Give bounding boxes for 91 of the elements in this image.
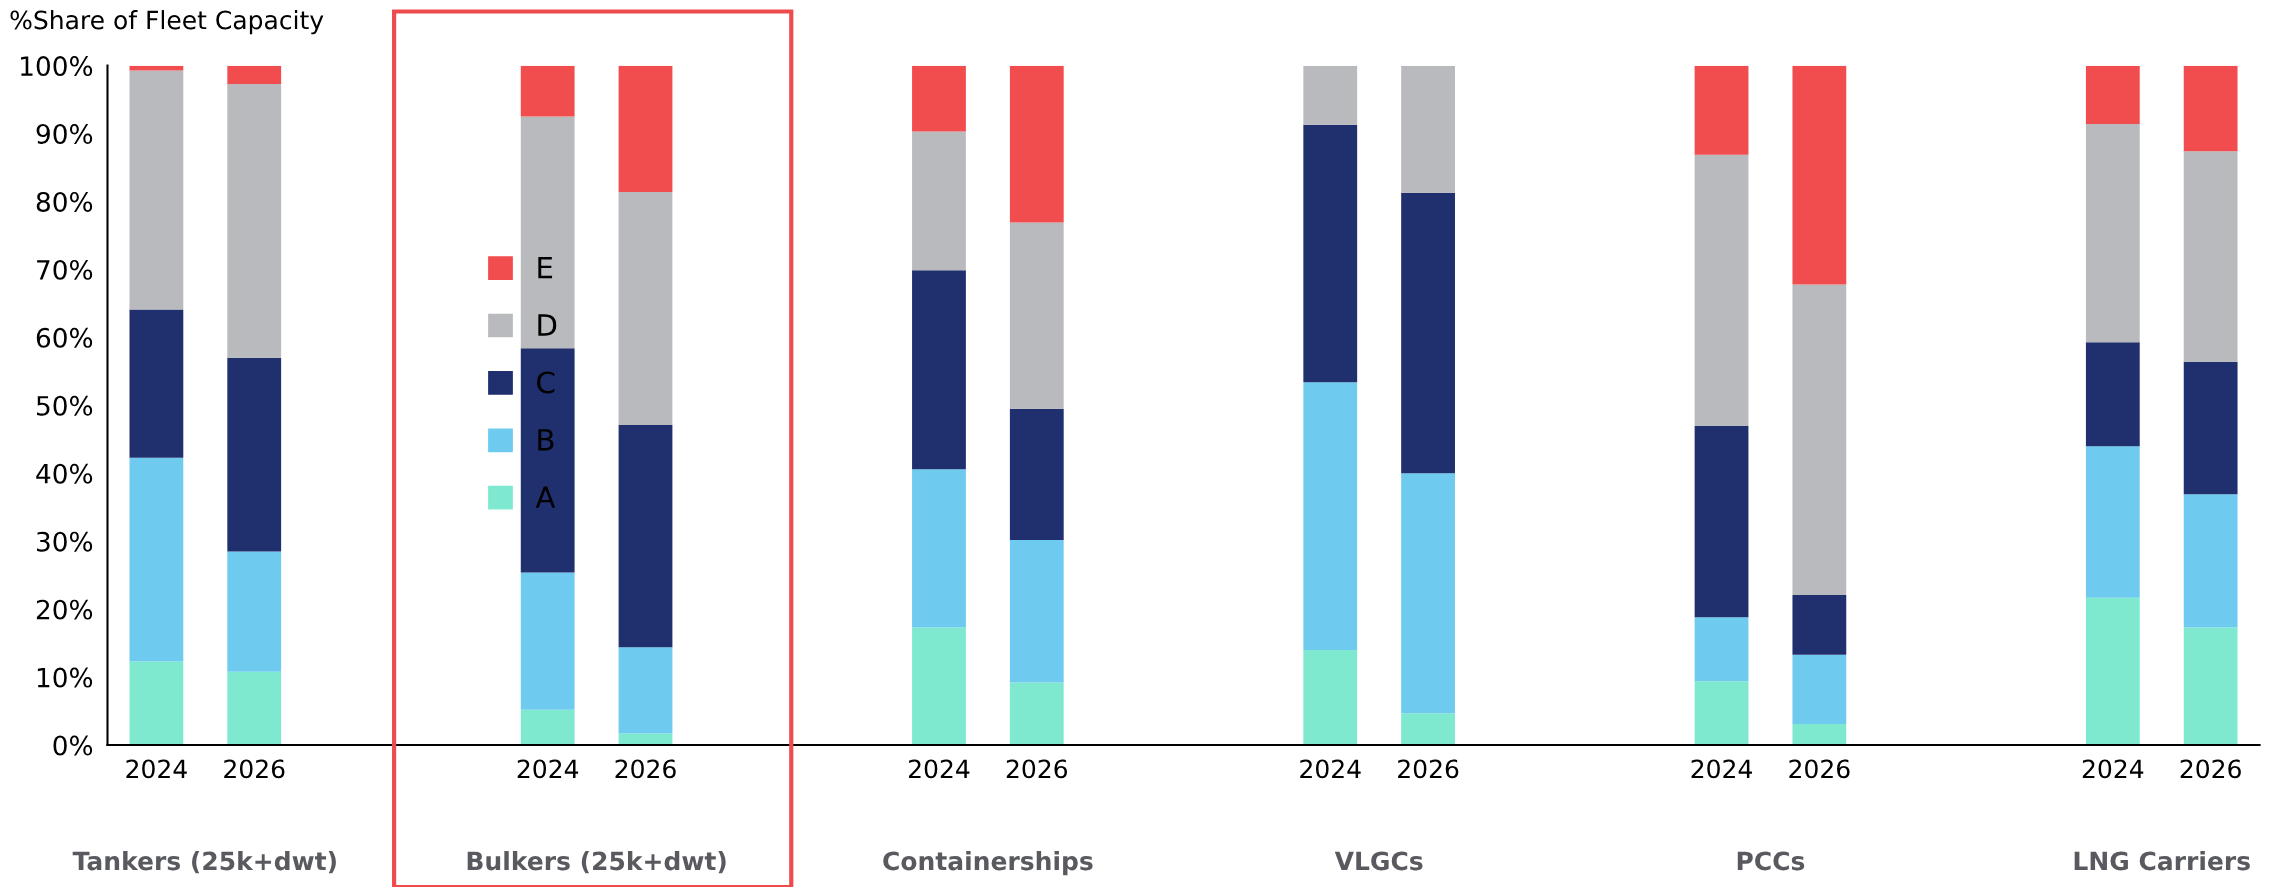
bar — [129, 661, 184, 746]
y-tick-label: 20% — [36, 599, 93, 620]
y-tick-label: 0% — [53, 735, 93, 756]
bar — [2085, 124, 2140, 343]
bar — [1792, 65, 1847, 285]
legend-label: C — [537, 371, 555, 394]
y-tick-label: 30% — [36, 531, 93, 552]
bar — [912, 469, 966, 628]
bar — [1303, 124, 1358, 383]
bar — [520, 572, 575, 710]
bar — [129, 309, 184, 458]
bar — [1009, 65, 1064, 223]
bar — [1303, 382, 1358, 650]
x-tick-label: 2026 — [2180, 759, 2241, 779]
bar — [1303, 65, 1358, 125]
bar — [1694, 617, 1749, 682]
bar — [227, 65, 282, 84]
bar — [2183, 151, 2238, 362]
y-tick-label: 10% — [37, 667, 93, 688]
bar — [1792, 654, 1847, 725]
bar — [227, 83, 282, 358]
bar — [2085, 446, 2140, 598]
bar — [2183, 627, 2238, 746]
bar — [129, 457, 184, 662]
bar — [1694, 154, 1749, 426]
bar — [1009, 408, 1064, 540]
x-tick-label: 2026 — [1789, 759, 1850, 779]
bar — [520, 348, 575, 573]
bar — [227, 357, 282, 552]
x-tick-label: 2024 — [517, 759, 579, 779]
bar — [618, 425, 673, 648]
bar — [2183, 494, 2238, 628]
y-tick-label: 100% — [21, 56, 93, 77]
legend-label: A — [535, 486, 556, 508]
x-tick-label: 2026 — [1398, 759, 1459, 779]
bar — [2085, 597, 2140, 746]
bar — [1401, 65, 1455, 193]
bar — [1401, 713, 1455, 746]
bar — [912, 627, 966, 746]
legend-label: E — [538, 256, 553, 279]
bar — [912, 131, 966, 271]
bar — [129, 70, 184, 310]
text: Containerships — [883, 851, 1093, 876]
bar — [1009, 539, 1064, 683]
y-axis-title: %Share of Fleet Capacity — [10, 10, 324, 35]
y-tick-label: 60% — [36, 327, 93, 348]
x-tick-label: 2024 — [126, 759, 187, 779]
text: VLGCs — [1334, 851, 1423, 871]
text: LNG Carriers — [2074, 851, 2250, 871]
bar — [1303, 649, 1358, 746]
legend-label: B — [538, 429, 554, 451]
bar — [912, 270, 966, 470]
text: Bulkers (25k+dwt) — [467, 851, 726, 874]
bar — [618, 192, 673, 426]
bar — [2085, 342, 2140, 447]
x-tick-label: 2026 — [615, 759, 676, 779]
bar — [520, 709, 575, 746]
y-tick-label: 50% — [36, 395, 93, 416]
y-tick-label: 70% — [37, 259, 93, 280]
bar — [2183, 65, 2238, 152]
bar — [1792, 594, 1847, 655]
bar — [618, 65, 673, 193]
text: Tankers (25k+dwt) — [72, 851, 336, 874]
x-tick-label: 2026 — [1006, 759, 1068, 779]
bar — [1401, 473, 1455, 714]
bar — [1694, 65, 1749, 155]
x-tick-label: 2024 — [908, 759, 970, 779]
y-tick-label: 90% — [36, 124, 93, 144]
x-tick-label: 2024 — [1691, 759, 1752, 779]
bar — [2183, 361, 2238, 495]
x-tick-label: 2024 — [1300, 759, 1361, 779]
bar — [227, 671, 282, 746]
y-tick-label: 40% — [36, 463, 93, 484]
bar — [1009, 222, 1064, 409]
bar — [618, 647, 673, 734]
bar — [1694, 425, 1749, 618]
bar — [912, 65, 966, 132]
bar — [520, 116, 575, 349]
bar — [1792, 724, 1847, 746]
bar — [1694, 681, 1749, 746]
bar — [227, 551, 282, 672]
bar — [2085, 65, 2140, 125]
bar — [1009, 682, 1064, 746]
bar — [1401, 192, 1455, 474]
x-tick-label: 2026 — [224, 759, 285, 779]
bar — [1792, 284, 1847, 595]
x-tick-label: 2024 — [2082, 759, 2144, 779]
legend-label: D — [538, 314, 557, 336]
y-tick-label: 80% — [36, 191, 93, 212]
text: PCCs — [1737, 851, 1805, 871]
bar — [520, 65, 575, 117]
